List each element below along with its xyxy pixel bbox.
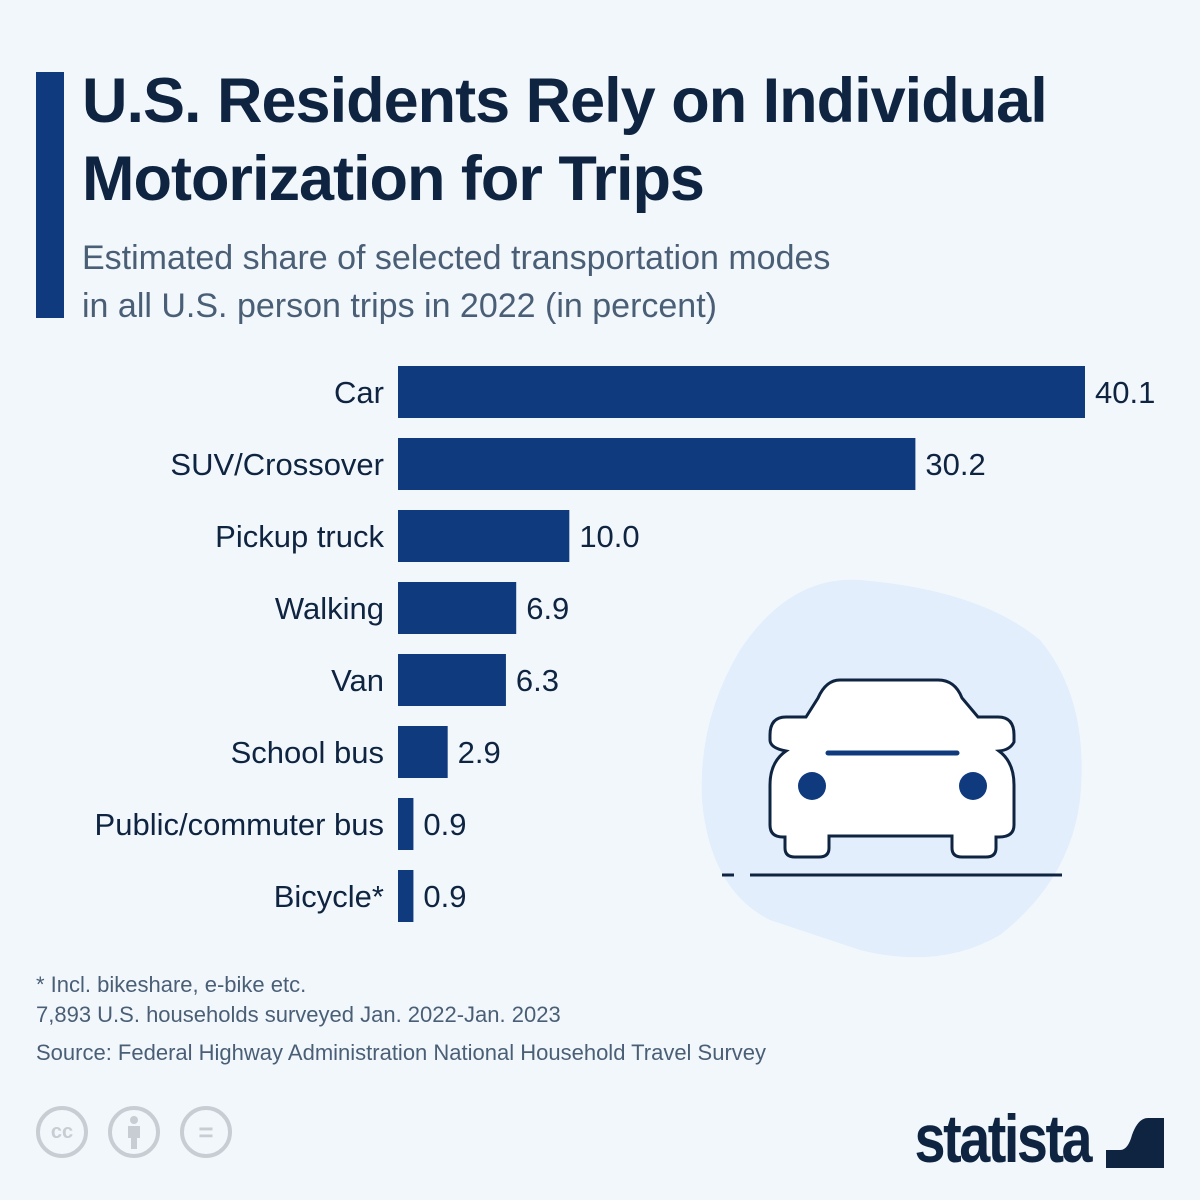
chart-subtitle: Estimated share of selected transportati… — [82, 234, 830, 330]
value-label: 6.9 — [526, 591, 569, 626]
bar — [398, 582, 517, 634]
car-illustration — [701, 579, 1082, 958]
headlight-right — [959, 772, 987, 800]
sample-note: 7,893 U.S. households surveyed Jan. 2022… — [36, 1002, 561, 1027]
bar — [398, 366, 1085, 418]
category-label: Car — [334, 375, 384, 410]
value-label: 30.2 — [925, 447, 985, 482]
value-label: 6.3 — [516, 663, 559, 698]
bar — [398, 798, 414, 850]
car-icon — [768, 678, 1016, 859]
subtitle-line-1: Estimated share of selected transportati… — [82, 239, 831, 277]
category-label: SUV/Crossover — [170, 447, 384, 482]
bar — [398, 438, 916, 490]
category-label: Van — [331, 663, 384, 698]
title-line-1: U.S. Residents Rely on Individual — [82, 66, 1048, 136]
value-label: 2.9 — [458, 735, 501, 770]
value-label: 10.0 — [579, 519, 639, 554]
title-accent-bar — [36, 72, 64, 318]
statista-logo[interactable]: statista — [876, 1100, 1164, 1178]
category-label: Walking — [275, 591, 384, 626]
chart-title: U.S. Residents Rely on Individual Motoriz… — [82, 62, 1048, 218]
statista-logo-icon — [1106, 1110, 1164, 1168]
category-label: Pickup truck — [215, 519, 384, 554]
category-label: Bicycle* — [274, 879, 384, 914]
category-label: School bus — [231, 735, 384, 770]
bar — [398, 870, 414, 922]
bar — [398, 726, 448, 778]
attribution-icon[interactable] — [108, 1106, 160, 1158]
cc-label: cc — [50, 1120, 74, 1143]
bar — [398, 510, 570, 562]
person-glyph — [128, 1116, 140, 1149]
category-label: Public/commuter bus — [95, 807, 384, 842]
no-derivatives-icon[interactable]: = — [180, 1106, 232, 1158]
nd-label: = — [198, 1116, 214, 1147]
headlight-left — [798, 772, 826, 800]
logo-text: statista — [914, 1101, 1092, 1177]
source: Source: Federal Highway Administration N… — [36, 1040, 767, 1065]
subtitle-line-2: in all U.S. person trips in 2022 (in per… — [82, 287, 717, 325]
title-line-2: Motorization for Trips — [82, 144, 705, 214]
bar — [398, 654, 506, 706]
value-label: 0.9 — [423, 879, 466, 914]
footnote: * Incl. bikeshare, e-bike etc. — [36, 972, 307, 997]
value-label: 40.1 — [1095, 375, 1155, 410]
cc-icon[interactable]: cc — [36, 1106, 88, 1158]
value-label: 0.9 — [423, 807, 466, 842]
